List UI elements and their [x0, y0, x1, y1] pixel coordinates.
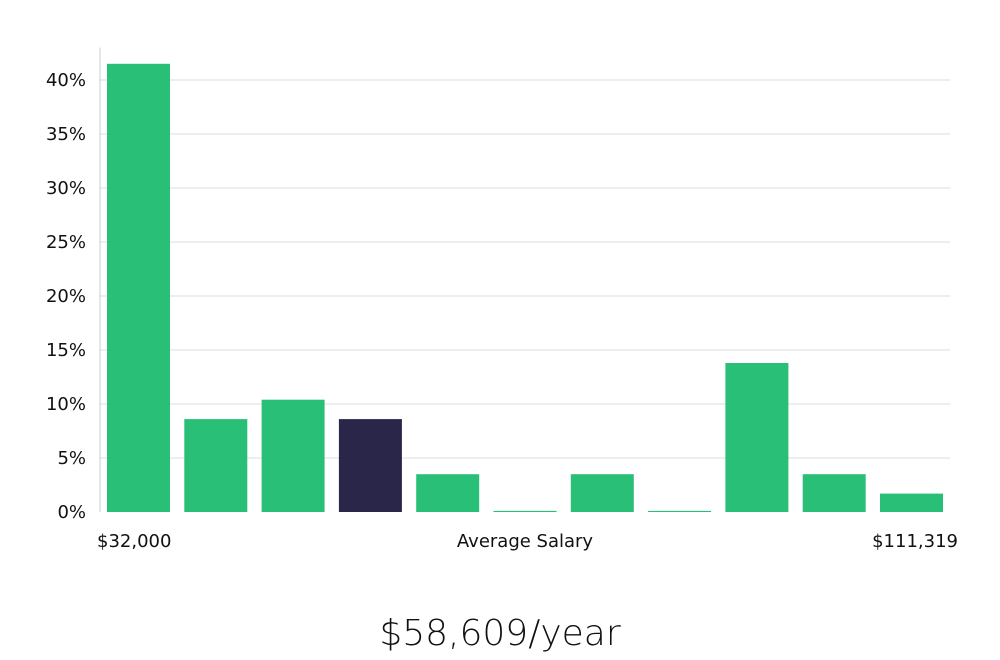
bar-8 [648, 510, 712, 512]
y-tick-label: 5% [57, 448, 86, 469]
y-tick-label: 10% [46, 394, 86, 415]
x-max-label: $111,319 [872, 531, 958, 552]
salary-histogram: 0% 5% 10% 15% 20% 25% 30% 35% 40% $32,000 Average … [46, 47, 958, 552]
y-tick-label: 0% [57, 502, 86, 523]
grid-lines [100, 79, 950, 459]
x-axis-title: Average Salary [457, 531, 594, 552]
y-tick-label: 35% [46, 124, 86, 145]
y-tick-label: 25% [46, 232, 86, 253]
bar-7 [570, 474, 634, 512]
bar-9 [725, 363, 789, 512]
y-tick-label: 20% [46, 286, 86, 307]
average-salary-value: $58,609/year [379, 613, 621, 654]
bar-2 [184, 419, 248, 512]
y-tick-label: 40% [46, 70, 86, 91]
y-tick-label: 30% [46, 178, 86, 199]
bars [107, 63, 943, 513]
bar-11 [880, 493, 943, 512]
bar-10 [802, 474, 866, 512]
bar-highlighted-4 [338, 419, 402, 512]
bar-5 [416, 474, 480, 512]
bar-3 [261, 399, 325, 512]
x-min-label: $32,000 [97, 531, 171, 552]
labels: 0% 5% 10% 15% 20% 25% 30% 35% 40% $32,000 Average … [46, 70, 958, 552]
bar-1 [107, 63, 170, 513]
y-tick-label: 15% [46, 340, 86, 361]
bar-6 [493, 510, 557, 512]
